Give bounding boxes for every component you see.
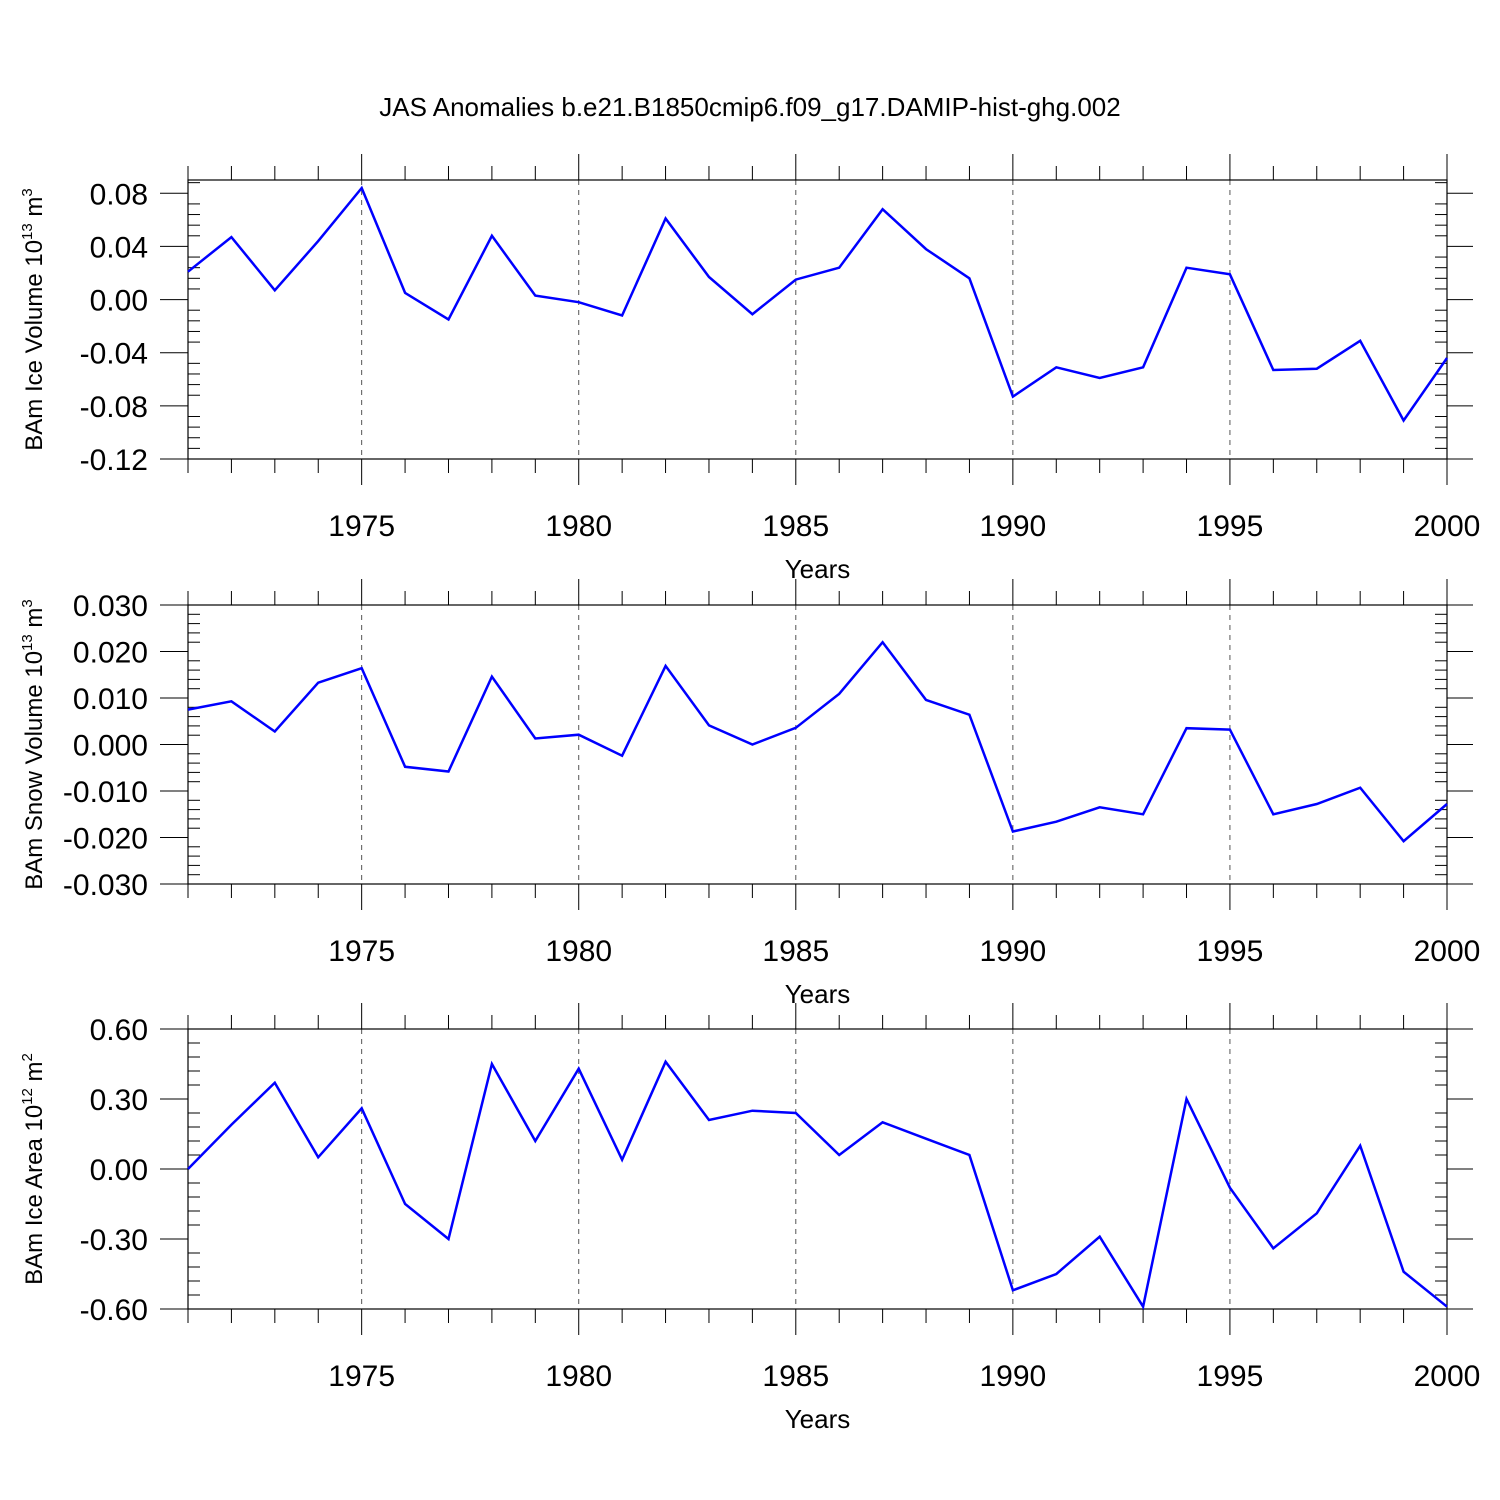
y-tick-label: -0.04 <box>80 338 148 371</box>
x-tick-label: 1985 <box>762 935 829 968</box>
y-axis-label: BAm Ice Volume 1013 m3 <box>19 188 48 450</box>
y-tick-label: 0.030 <box>73 590 148 623</box>
x-tick-label: 1995 <box>1197 510 1264 543</box>
y-axis-label-main: BAm Ice Area 10 <box>21 1105 48 1285</box>
figure-title: JAS Anomalies b.e21.B1850cmip6.f09_g17.D… <box>379 92 1120 122</box>
y-axis-label-unit-exponent: 2 <box>19 1053 36 1061</box>
x-tick-label: 1975 <box>328 510 395 543</box>
y-axis-label-unit: m <box>21 608 48 635</box>
y-axis-label-unit-exponent: 3 <box>19 599 36 607</box>
y-tick-label: 0.00 <box>90 285 148 318</box>
plot-frame <box>187 604 1448 885</box>
y-tick-label: 0.010 <box>73 683 148 716</box>
x-axis-label: Years <box>785 554 851 584</box>
y-tick-label: 0.08 <box>90 178 148 211</box>
y-tick-label: 0.00 <box>90 1154 148 1187</box>
y-tick-label: -0.030 <box>63 869 148 902</box>
x-tick-label: 1975 <box>328 1360 395 1393</box>
x-tick-label: 1980 <box>545 510 612 543</box>
y-tick-label: 0.04 <box>90 231 148 264</box>
panel-2: -0.030 -0.020 -0.010 0.000 0.010 0.020 0.030 19… <box>19 579 1480 1009</box>
series-line <box>187 185 1449 423</box>
y-axis-label-main: BAm Snow Volume 10 <box>21 651 48 890</box>
x-tick-label: 1985 <box>762 510 829 543</box>
x-tick-label: 1975 <box>328 935 395 968</box>
x-tick-label: 1995 <box>1197 1360 1264 1393</box>
x-tick-label: 1990 <box>979 935 1046 968</box>
y-tick-label: 0.60 <box>90 1014 148 1047</box>
x-tick-label: 1980 <box>545 935 612 968</box>
x-tick-label: 1990 <box>979 1360 1046 1393</box>
panel-3: -0.60 -0.30 0.00 0.30 0.60 1975 1980 1985 1990 19… <box>19 1003 1480 1434</box>
plot-frame <box>187 1028 1448 1310</box>
y-axis-label-main: BAm Ice Volume 10 <box>21 240 48 451</box>
y-tick-label: -0.60 <box>80 1294 148 1327</box>
series-line <box>187 1059 1448 1311</box>
x-tick-label: 1995 <box>1197 935 1264 968</box>
panel-1: -0.12 -0.08 -0.04 0.00 0.04 0.08 1975 1980 1985 1… <box>19 154 1480 584</box>
y-tick-label: 0.000 <box>73 730 148 763</box>
plot-frame <box>187 179 1448 460</box>
y-tick-label: 0.020 <box>73 637 148 670</box>
y-tick-label: -0.30 <box>80 1224 148 1257</box>
y-axis-label-exponent: 13 <box>19 634 36 651</box>
y-tick-label: 0.30 <box>90 1084 148 1117</box>
y-tick-label: -0.08 <box>80 391 148 424</box>
y-axis-label-exponent: 13 <box>19 223 36 240</box>
series-line <box>187 640 1448 843</box>
x-tick-label: 1990 <box>979 510 1046 543</box>
x-tick-label: 2000 <box>1414 1360 1481 1393</box>
y-tick-label: -0.020 <box>63 823 148 856</box>
x-tick-label: 2000 <box>1414 935 1481 968</box>
x-tick-label: 1985 <box>762 1360 829 1393</box>
y-axis-label-unit-exponent: 3 <box>19 188 36 196</box>
y-axis-label: BAm Snow Volume 1013 m3 <box>19 599 48 890</box>
x-tick-label: 1980 <box>545 1360 612 1393</box>
x-tick-label: 2000 <box>1414 510 1481 543</box>
y-axis-label-exponent: 12 <box>19 1088 36 1105</box>
y-axis-label-unit: m <box>21 1061 48 1088</box>
x-axis-label: Years <box>785 979 851 1009</box>
y-axis-label-unit: m <box>21 197 48 224</box>
x-axis-label: Years <box>785 1404 851 1434</box>
y-tick-label: -0.010 <box>63 776 148 809</box>
y-axis-label: BAm Ice Area 1012 m2 <box>19 1053 48 1285</box>
y-tick-label: -0.12 <box>80 444 148 477</box>
